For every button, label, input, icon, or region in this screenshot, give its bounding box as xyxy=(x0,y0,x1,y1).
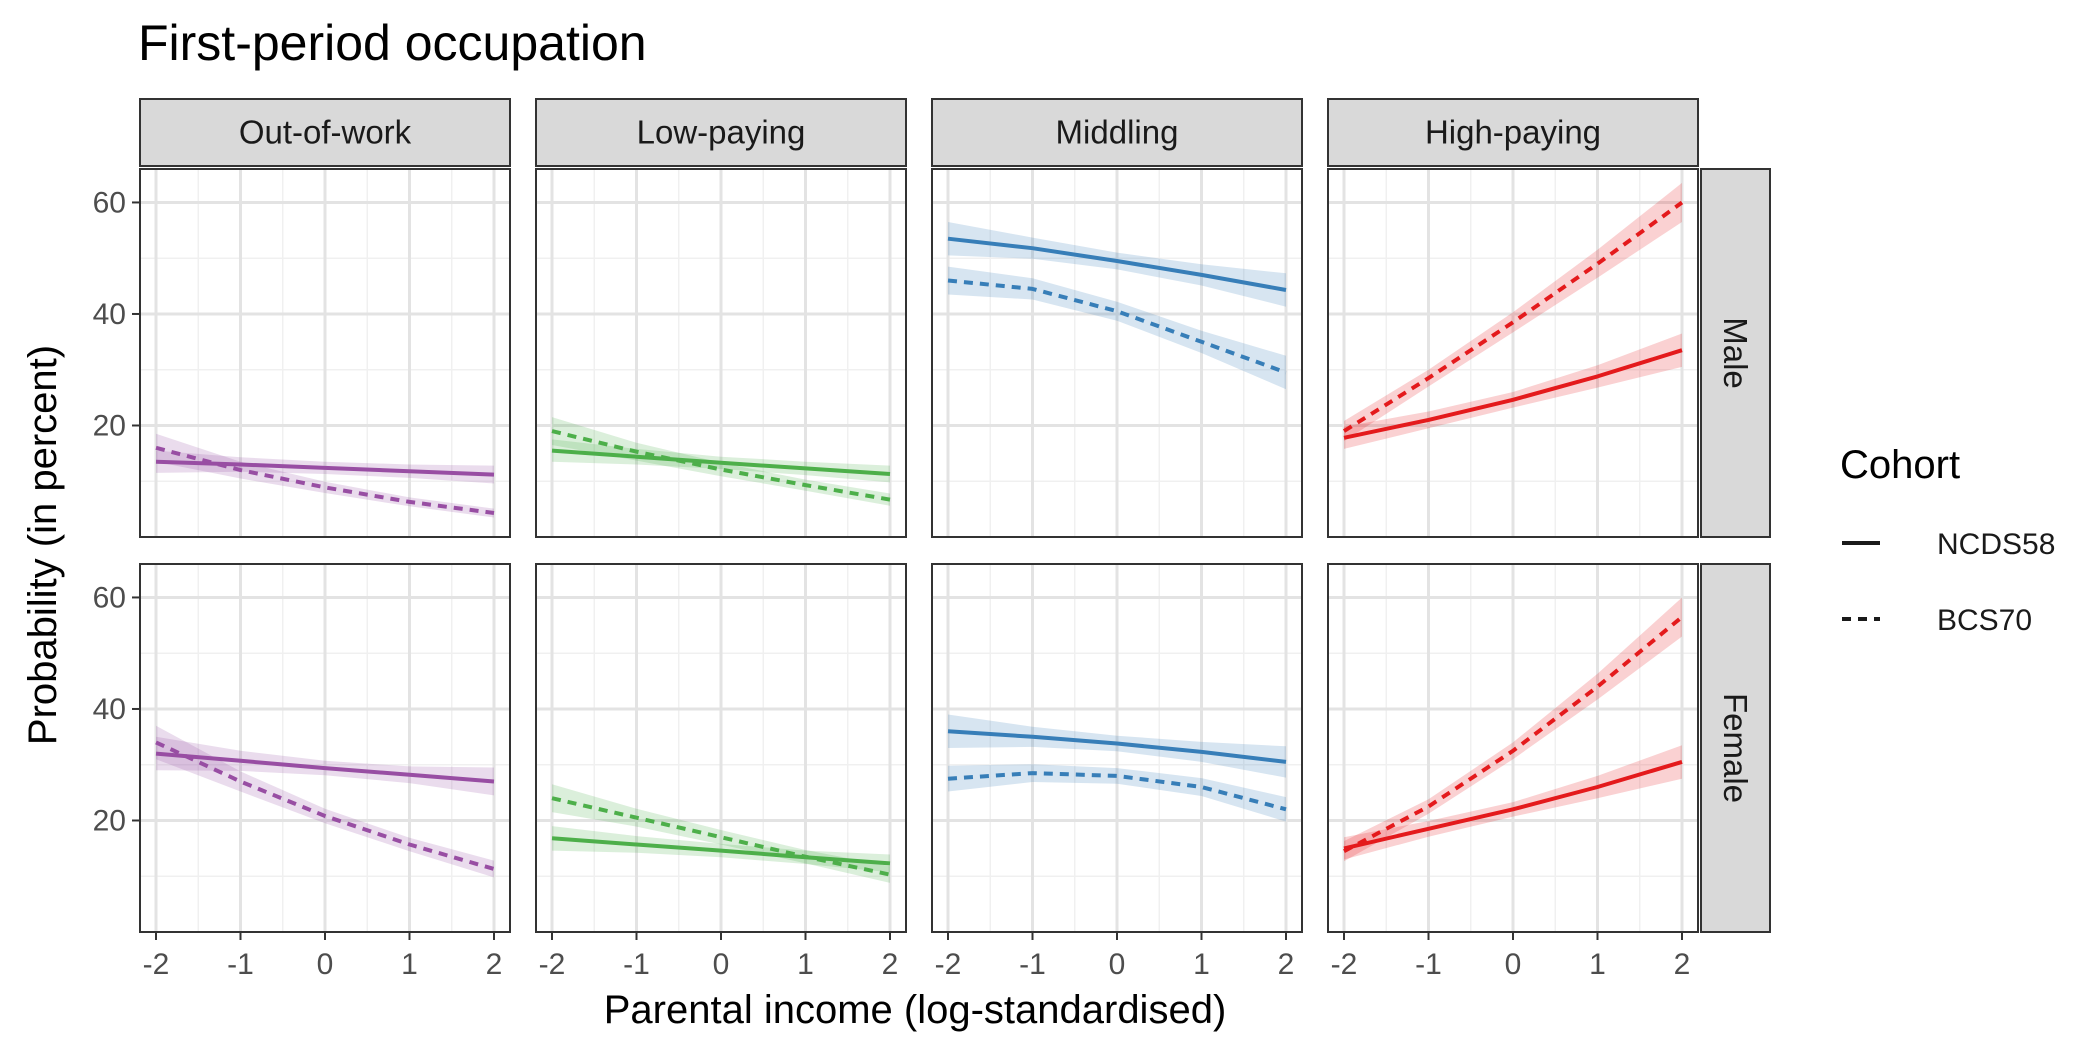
x-tick-label: 1 xyxy=(797,948,814,981)
ci-band-bcs70 xyxy=(948,266,1286,390)
series-line-ncds58 xyxy=(155,751,495,784)
strip-label-high-paying: High-paying xyxy=(1425,114,1601,151)
panel-female-low-paying: -2 -1 0 1 2 xyxy=(535,563,907,981)
chart-title: First-period occupation xyxy=(138,15,647,71)
facet-panels: Out-of-work Low-paying Middling High-paying… xyxy=(93,98,1771,981)
series-line-bcs70 xyxy=(1343,615,1684,853)
series-line-ncds58 xyxy=(551,448,891,476)
strip-label-male: Male xyxy=(1717,317,1754,389)
y-tick-label: 60 xyxy=(93,186,126,219)
legend-label-ncds58: NCDS58 xyxy=(1937,528,2055,561)
x-tick-label: 1 xyxy=(1193,948,1210,981)
series-line-bcs70 xyxy=(947,771,1287,812)
series-line-ncds58 xyxy=(1343,759,1683,851)
series-line-ncds58 xyxy=(1343,348,1683,440)
y-tick-label: 40 xyxy=(93,693,126,726)
x-tick-label: 2 xyxy=(882,948,899,981)
panel-female-middling: -2 -1 0 1 2 xyxy=(931,563,1303,981)
strip-male xyxy=(1700,168,1771,538)
legend: Cohort NCDS58 BCS70 xyxy=(1840,443,2055,637)
ci-band-ncds58 xyxy=(948,714,1286,778)
strip-out-of-work xyxy=(139,98,511,167)
x-tick-label: 2 xyxy=(1278,948,1295,981)
x-axis-title: Parental income (log-standardised) xyxy=(604,988,1227,1032)
strip-female xyxy=(1700,563,1771,933)
ci-band-ncds58 xyxy=(948,222,1286,307)
y-axis-title: Probability (in percent) xyxy=(21,345,65,745)
panel-border xyxy=(931,168,1303,538)
x-tick-label: 0 xyxy=(1505,948,1522,981)
x-tick-label: -2 xyxy=(1331,948,1358,981)
y-tick-label: 20 xyxy=(93,409,126,442)
series-line-bcs70 xyxy=(155,740,495,871)
x-tick-label: -1 xyxy=(1019,948,1046,981)
x-tick-label: -2 xyxy=(539,948,566,981)
x-tick-label: -2 xyxy=(935,948,962,981)
x-tick-label: 0 xyxy=(1109,948,1126,981)
panel-female-high-paying: -2 -1 0 1 2 xyxy=(1327,563,1699,981)
ci-band-bcs70 xyxy=(156,725,494,878)
strip-label-middling: Middling xyxy=(1056,114,1179,151)
y-tick-label: 20 xyxy=(93,804,126,837)
x-tick-label: 2 xyxy=(486,948,503,981)
panel-male-middling xyxy=(931,168,1303,538)
legend-label-bcs70: BCS70 xyxy=(1937,604,2032,637)
x-tick-label: -2 xyxy=(143,948,170,981)
strip-low-paying xyxy=(535,98,907,167)
x-tick-label: 2 xyxy=(1674,948,1691,981)
strip-label-out-of-work: Out-of-work xyxy=(239,114,412,151)
series-line-bcs70 xyxy=(551,796,891,877)
panel-border xyxy=(535,168,907,538)
series-line-ncds58 xyxy=(155,459,495,477)
series-line-ncds58 xyxy=(947,236,1287,292)
x-tick-label: 1 xyxy=(401,948,418,981)
strip-high-paying xyxy=(1327,98,1699,167)
ci-band-ncds58 xyxy=(1344,745,1682,860)
panel-border xyxy=(1327,168,1699,538)
panel-border xyxy=(139,168,511,538)
x-tick-label: 1 xyxy=(1589,948,1606,981)
panel-male-out-of-work: 20 40 60 xyxy=(93,168,511,538)
series-line-bcs70 xyxy=(1342,200,1684,433)
x-tick-label: 0 xyxy=(317,948,334,981)
ci-band-bcs70 xyxy=(948,764,1286,822)
x-tick-label: -1 xyxy=(1415,948,1442,981)
series-line-bcs70 xyxy=(947,278,1287,375)
legend-title: Cohort xyxy=(1840,443,1960,487)
y-tick-label: 40 xyxy=(93,298,126,331)
y-tick-label: 60 xyxy=(93,581,126,614)
x-tick-label: -1 xyxy=(623,948,650,981)
panel-male-low-paying xyxy=(535,168,907,538)
series-line-ncds58 xyxy=(551,836,891,866)
strip-middling xyxy=(931,98,1303,167)
series-line-ncds58 xyxy=(947,729,1287,764)
panel-male-high-paying xyxy=(1327,168,1699,538)
strip-label-low-paying: Low-paying xyxy=(637,114,806,151)
panel-female-out-of-work: 20 40 60 -2 -1 0 1 2 xyxy=(93,563,511,981)
x-tick-label: -1 xyxy=(227,948,254,981)
x-tick-label: 0 xyxy=(713,948,730,981)
strip-label-female: Female xyxy=(1717,693,1754,803)
